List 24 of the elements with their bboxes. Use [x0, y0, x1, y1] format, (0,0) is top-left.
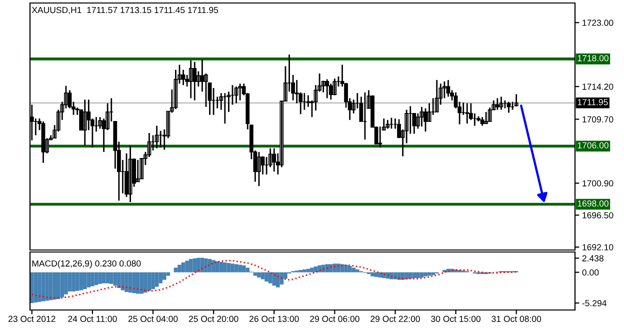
x-tick-label: 23 Oct 2012	[8, 316, 56, 322]
chart-title: XAUUSD,H1 1711.57 1713.15 1711.45 1711.95	[32, 6, 218, 14]
x-tick-label: 30 Oct 15:00	[431, 316, 480, 322]
ref-line-label: 1706.00	[578, 142, 608, 148]
y-tick-label: -5.294	[582, 300, 606, 306]
ref-line-label: 1718.00	[578, 55, 608, 62]
ref-line-label: 1698.00	[578, 200, 608, 207]
y-tick-label: 1723.00	[582, 20, 614, 26]
x-tick-label: 25 Oct 20:00	[188, 316, 238, 322]
x-tick-label: 29 Oct 22:00	[370, 316, 420, 322]
text: MACD(12,26,9) 0.230 0.080	[32, 260, 141, 268]
y-tick-label: 0.00	[582, 269, 599, 276]
y-tick-label: 2.438	[582, 255, 604, 262]
y-tick-label: 1709.70	[582, 116, 614, 122]
x-tick-label: 29 Oct 06:00	[310, 316, 360, 322]
x-tick-label: 24 Oct 11:00	[68, 316, 117, 322]
x-tick-label: 31 Oct 08:00	[492, 316, 542, 322]
x-tick-label: 25 Oct 04:00	[128, 316, 178, 322]
x-tick-label: 26 Oct 13:00	[250, 316, 299, 322]
y-tick-label: 1714.20	[582, 84, 614, 90]
y-tick-label: 1696.50	[582, 212, 614, 218]
y-tick-label: 1692.10	[582, 244, 614, 250]
ref-line-label: 1711.95	[578, 99, 608, 106]
y-tick-label: 1700.90	[582, 180, 614, 186]
